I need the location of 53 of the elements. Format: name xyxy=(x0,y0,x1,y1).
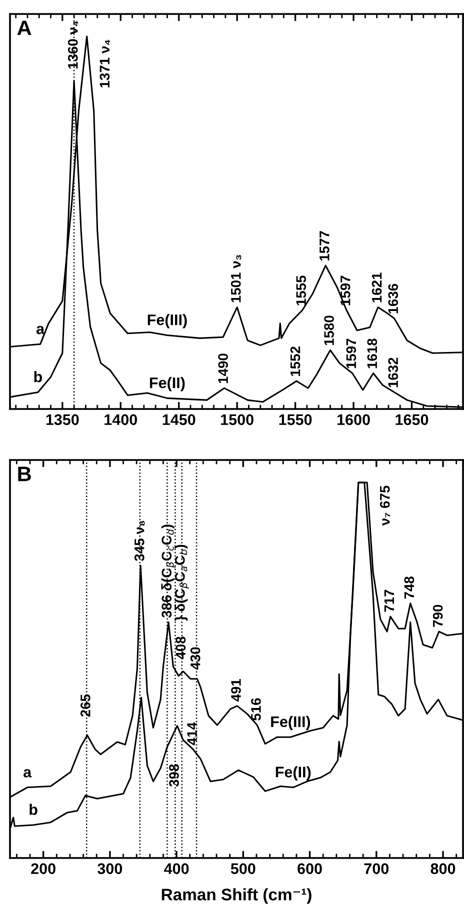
x-tick-label: 300 xyxy=(98,863,122,874)
annotation: 1577 xyxy=(320,231,330,260)
annotation: Fe(III) xyxy=(148,314,187,328)
chart-title: B xyxy=(18,466,31,482)
annotation: 748 xyxy=(404,576,414,599)
annotation: 491 xyxy=(231,678,241,702)
x-tick-label: 800 xyxy=(430,863,456,874)
annotation: 516 xyxy=(251,698,261,720)
annotation: 408 xyxy=(176,636,186,660)
annotation: Fe(II) xyxy=(276,766,311,780)
x-tick-label: 1450 xyxy=(162,414,196,426)
annotation: 1597 xyxy=(340,276,350,306)
annotation: a xyxy=(36,326,45,334)
annotation: 1580 xyxy=(324,316,334,346)
chart-title: A xyxy=(17,20,32,36)
annotation: Fe(III) xyxy=(271,716,310,730)
x-tick-label: 600 xyxy=(298,863,322,874)
annotation: 1360 ν₄ xyxy=(68,21,78,69)
annotation: 398 xyxy=(169,764,179,787)
annotation: 1490 xyxy=(218,354,228,384)
annotation: 414 xyxy=(187,722,197,746)
x-axis-title: Raman Shift (cm⁻¹) xyxy=(162,888,312,904)
annotation: 1632 xyxy=(388,358,398,388)
x-tick-label: 200 xyxy=(31,863,56,874)
annotation: 1636 xyxy=(388,284,398,314)
annotation: b xyxy=(30,804,38,815)
annotation: } δ(C$_{β}$C$_{a}$C$_{b}$) xyxy=(174,544,190,621)
x-tick-label: 1600 xyxy=(338,414,370,426)
x-tick-label: 500 xyxy=(230,863,256,874)
x-tick-label: 1350 xyxy=(46,414,79,426)
annotation: 1555 xyxy=(296,276,306,306)
annotation: 1371 ν₄ xyxy=(100,40,110,88)
x-tick-label: 1400 xyxy=(104,414,137,426)
annotation: a xyxy=(24,769,32,778)
x-tick-label: 700 xyxy=(364,863,389,874)
annotation: 1501 ν₃ xyxy=(230,255,242,302)
annotation: 1597 xyxy=(346,338,356,368)
annotation: Fe(II) xyxy=(150,377,185,392)
annotation: 1552 xyxy=(290,346,300,376)
annotation: 1618 xyxy=(367,338,378,368)
annotation: 265 xyxy=(80,694,90,717)
annotation: 1621 xyxy=(372,272,382,302)
x-tick-label: 1550 xyxy=(279,414,312,426)
annotation: 345 ν₈ xyxy=(134,520,145,562)
annotation: 717 xyxy=(384,590,394,612)
x-tick-label: 1650 xyxy=(396,414,428,426)
x-tick-label: 1500 xyxy=(221,414,254,426)
annotation: ν₇ 675 xyxy=(380,486,390,526)
annotation: 790 xyxy=(432,604,443,627)
annotation: 430 xyxy=(190,647,200,670)
x-tick-label: 400 xyxy=(164,863,189,874)
annotation: 386 δ(C$_{β}$C$_{c}$C$_{d}$) xyxy=(161,524,176,618)
annotation: b xyxy=(34,371,42,382)
